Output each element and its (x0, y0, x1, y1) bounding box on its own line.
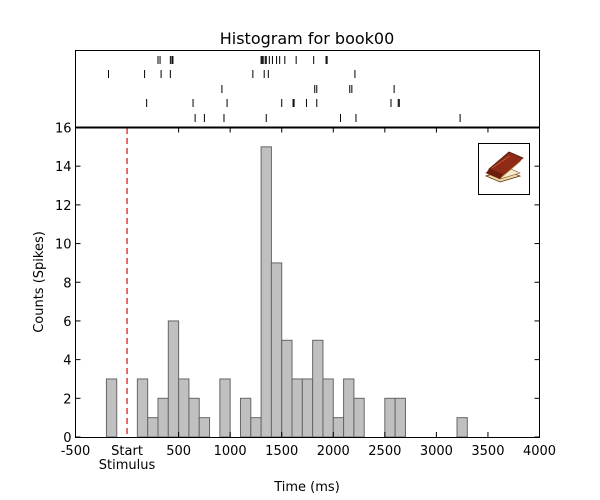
histogram-bar (198, 417, 211, 438)
histogram-bar (157, 397, 169, 438)
y-tick-label: 14 (55, 160, 72, 175)
histogram-bar (260, 146, 272, 438)
y-axis-label: Counts (Spikes) (32, 231, 47, 333)
x-tick-label: 4000 (523, 444, 556, 459)
x-tick-label: 2000 (317, 444, 350, 459)
raster-panel (107, 56, 461, 122)
x-tick-label: 500 (166, 444, 191, 459)
histogram-bar (270, 262, 283, 438)
x-axis-label: Time (ms) (273, 480, 340, 495)
histogram-bar (105, 378, 118, 438)
histogram-bar (178, 378, 190, 438)
y-tick-label: 16 (55, 122, 72, 137)
y-tick-label: 8 (63, 276, 71, 291)
book-icon (478, 143, 530, 195)
x-tick-label: 1500 (265, 444, 298, 459)
x-tick-label: -500 (61, 444, 91, 459)
histogram-bar (188, 397, 200, 438)
histogram-bar (167, 320, 180, 438)
y-tick-label: 10 (55, 238, 72, 253)
x-axis: -500 500 1000 1500 2000 2500 3000 3500 4000 (61, 127, 556, 459)
histogram-bar (353, 397, 365, 438)
x-tick-label: 1000 (214, 444, 247, 459)
histogram-bar (250, 417, 262, 438)
histogram-bars (105, 146, 468, 438)
y-tick-label: 4 (63, 354, 71, 369)
y-axis: 0 2 4 6 8 10 12 14 16 (55, 122, 540, 446)
y-tick-label: 6 (63, 315, 71, 330)
histogram-bar (136, 378, 149, 438)
histogram-bar (219, 378, 231, 438)
histogram-bar (394, 397, 406, 438)
histogram-bar (332, 417, 345, 438)
histogram-bar (312, 339, 324, 438)
histogram-bar (147, 417, 159, 438)
x-tick-label: 3500 (471, 444, 504, 459)
stimulus-label: Stimulus (99, 458, 156, 473)
y-tick-label: 0 (63, 431, 71, 446)
histogram-bar (322, 378, 334, 438)
histogram-bar (343, 378, 355, 438)
raster-panel-frame (75, 50, 540, 128)
y-tick-label: 2 (63, 392, 71, 407)
histogram-bar (301, 378, 314, 438)
histogram-bar (291, 378, 303, 438)
stimulus-start-label: Start (111, 444, 143, 459)
histogram-bar (281, 339, 293, 438)
chart-title: Histogram for book00 (220, 29, 395, 48)
x-tick-label: 3000 (420, 444, 453, 459)
x-tick-label: 2500 (368, 444, 401, 459)
histogram-bar (239, 397, 252, 438)
histogram-bar (456, 417, 468, 438)
y-tick-label: 12 (55, 199, 72, 214)
histogram-bar (384, 397, 396, 438)
